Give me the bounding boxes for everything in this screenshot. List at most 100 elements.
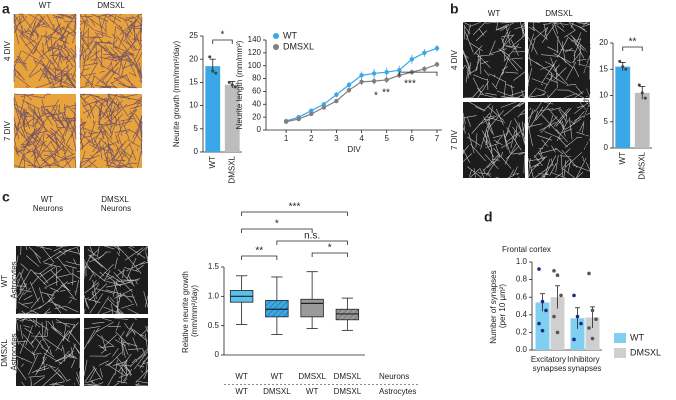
y-tick-label: 1.0 bbox=[208, 291, 220, 300]
column-label: DMSXL Neurons bbox=[101, 195, 131, 213]
data-point bbox=[572, 337, 576, 342]
y-tick-label: 5 bbox=[604, 117, 609, 126]
legend-label: DMSXL bbox=[283, 41, 314, 51]
data-point bbox=[540, 328, 545, 333]
significance-label: *** bbox=[289, 202, 301, 213]
data-point bbox=[211, 69, 215, 73]
panel-letter: a bbox=[2, 1, 10, 17]
data-point bbox=[233, 85, 237, 89]
data-point bbox=[321, 102, 327, 107]
x-tick-label: DMSXL bbox=[227, 155, 236, 183]
data-point bbox=[227, 80, 231, 84]
significance-label: n.s. bbox=[304, 231, 320, 242]
x-tick-label: 7 bbox=[435, 134, 440, 143]
x-tick-label: DMSXL bbox=[263, 387, 291, 396]
significance-bracket bbox=[212, 39, 233, 44]
chart-title: Frontal cortex bbox=[502, 245, 551, 254]
row-label: WT Astrocytes bbox=[0, 261, 18, 298]
y-axis-label: Neurite growth (mm/mm²/day) bbox=[172, 41, 181, 148]
data-point bbox=[587, 271, 591, 276]
micrograph-texture bbox=[527, 21, 591, 99]
row-label: Neurons bbox=[379, 372, 409, 381]
column-label: WT bbox=[39, 1, 52, 10]
y-tick-label: 0.2 bbox=[516, 328, 528, 337]
data-point bbox=[230, 83, 234, 87]
micrograph-texture bbox=[462, 21, 526, 99]
y-axis-label: Number of synapses (per 10 µm²) bbox=[489, 268, 507, 344]
significance-bracket bbox=[241, 211, 348, 216]
x-tick-label: WT bbox=[306, 387, 319, 396]
data-point bbox=[624, 67, 628, 71]
x-axis-label: DIV bbox=[347, 145, 361, 154]
data-point bbox=[334, 98, 339, 104]
data-point bbox=[321, 105, 327, 110]
micrograph-texture bbox=[79, 93, 143, 169]
data-point bbox=[594, 317, 598, 322]
significance-label: * bbox=[221, 30, 225, 41]
micrograph-texture bbox=[83, 317, 149, 387]
data-point bbox=[434, 46, 440, 51]
significance-label: * bbox=[275, 219, 279, 230]
y-tick-label: 20 bbox=[189, 54, 198, 63]
data-point bbox=[618, 59, 622, 63]
legend-swatch bbox=[614, 333, 626, 343]
data-point bbox=[422, 66, 427, 72]
data-point bbox=[559, 293, 563, 298]
y-tick-label: 10 bbox=[599, 91, 608, 100]
x-tick-label: Inhibitory synapses bbox=[567, 355, 602, 373]
y-axis-label: Relative neurite growth (mm/mm²/day) bbox=[181, 269, 199, 353]
x-tick-label: 5 bbox=[384, 134, 389, 143]
data-point bbox=[359, 79, 364, 84]
bar bbox=[634, 92, 650, 148]
data-point bbox=[637, 83, 641, 87]
significance-bracket bbox=[276, 240, 348, 245]
significance-bracket bbox=[398, 71, 438, 77]
micrograph-texture bbox=[15, 245, 81, 315]
data-point bbox=[384, 69, 389, 75]
legend-label: WT bbox=[283, 30, 297, 40]
data-point bbox=[555, 330, 560, 335]
row-label: 7 DIV bbox=[3, 120, 12, 141]
legend-label: WT bbox=[630, 332, 644, 342]
significance-label: * bbox=[328, 243, 332, 254]
data-point bbox=[409, 57, 415, 62]
row-label: 4 DIV bbox=[3, 40, 12, 61]
data-point bbox=[643, 96, 647, 100]
data-point bbox=[537, 321, 541, 326]
bar bbox=[615, 66, 631, 148]
y-axis-label: Neurite length (mm/mm²) bbox=[235, 40, 244, 129]
y-tick-label: 0 bbox=[194, 147, 199, 156]
row-label: 7 DIV bbox=[450, 129, 459, 150]
data-point bbox=[208, 55, 212, 59]
micrograph-texture bbox=[15, 317, 81, 387]
x-tick-label: WT bbox=[618, 152, 627, 165]
x-tick-label: 2 bbox=[309, 134, 314, 143]
micrograph bbox=[463, 22, 525, 98]
significance-label: ** bbox=[629, 37, 637, 48]
data-point bbox=[397, 68, 402, 73]
micrograph-texture bbox=[13, 93, 77, 169]
x-tick-label: 6 bbox=[410, 134, 415, 143]
data-point bbox=[359, 73, 364, 78]
significance-bracket bbox=[241, 255, 278, 260]
column-label: WT Neurons bbox=[33, 195, 63, 213]
data-point bbox=[214, 71, 218, 75]
y-tick-label: 25 bbox=[189, 31, 198, 40]
data-point bbox=[422, 50, 427, 56]
y-tick-label: 0 bbox=[604, 143, 609, 152]
data-point bbox=[590, 336, 595, 341]
significance-bracket bbox=[311, 252, 348, 257]
x-tick-label: Excitatory synapses bbox=[531, 355, 568, 373]
y-axis-label: Neurite growth (mm/mm²/day) bbox=[582, 42, 591, 149]
data-point bbox=[552, 269, 556, 273]
x-tick-label: 3 bbox=[334, 134, 339, 143]
row-label: DMSXL Astrocytes bbox=[0, 333, 18, 370]
legend-marker bbox=[273, 33, 279, 39]
y-tick-label: 120 bbox=[248, 48, 262, 57]
data-point bbox=[334, 92, 339, 97]
micrograph-texture bbox=[83, 245, 149, 315]
bar bbox=[570, 318, 585, 350]
significance-bracket bbox=[241, 228, 313, 233]
y-tick-label: 140 bbox=[248, 35, 262, 44]
